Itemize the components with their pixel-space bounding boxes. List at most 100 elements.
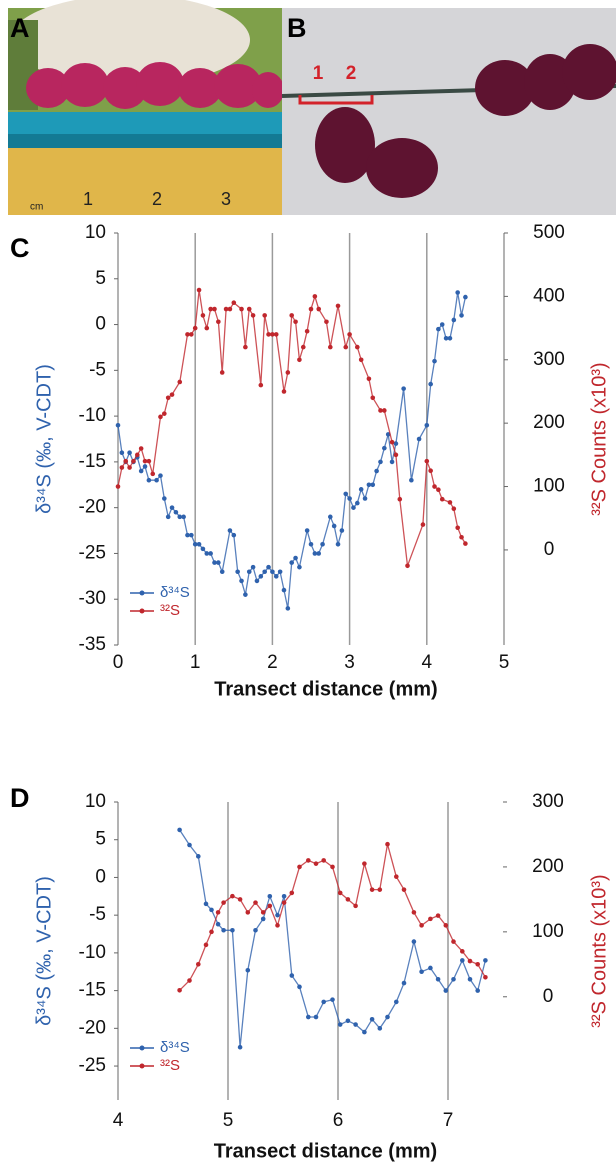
y-tick-label: -5 xyxy=(89,904,106,925)
data-point xyxy=(208,306,213,312)
y-tick-label: -10 xyxy=(79,942,106,963)
data-point xyxy=(459,313,464,318)
data-point xyxy=(289,973,295,978)
x-tick-label: 4 xyxy=(422,652,433,673)
data-point xyxy=(192,541,198,547)
data-point xyxy=(177,514,183,520)
data-point xyxy=(451,939,456,944)
data-point xyxy=(165,514,171,520)
data-point xyxy=(297,357,302,363)
y-tick-label: 10 xyxy=(85,791,106,812)
data-point xyxy=(250,313,256,318)
data-point xyxy=(285,606,291,611)
data-point xyxy=(289,313,295,318)
data-point xyxy=(246,569,252,575)
panel-label: B xyxy=(287,13,307,43)
data-point xyxy=(223,306,229,312)
marker-label: 1 xyxy=(313,63,324,84)
data-point xyxy=(401,386,406,391)
data-point xyxy=(239,306,244,312)
data-point xyxy=(455,290,460,295)
data-point xyxy=(231,300,237,306)
data-point xyxy=(177,827,182,833)
data-point xyxy=(138,446,144,451)
data-point xyxy=(227,306,233,312)
data-point xyxy=(173,509,179,515)
y2-tick-label: 200 xyxy=(532,856,564,877)
data-point xyxy=(258,382,264,388)
data-point xyxy=(316,551,322,556)
data-point xyxy=(331,523,337,529)
y-tick-label: -15 xyxy=(79,980,106,1001)
data-point xyxy=(187,842,192,848)
data-point xyxy=(377,887,383,892)
y-tick-label: -25 xyxy=(79,1055,106,1076)
data-point xyxy=(281,389,287,394)
data-point xyxy=(304,328,310,334)
y-axis-label: δ³⁴S (‰, V-CDT) xyxy=(33,364,55,514)
data-point xyxy=(393,441,399,446)
y-tick-label: 10 xyxy=(85,222,106,243)
data-point xyxy=(289,890,295,896)
data-point xyxy=(281,894,287,899)
data-point xyxy=(235,569,240,575)
y-tick-label: -20 xyxy=(79,497,106,518)
data-point xyxy=(304,528,310,533)
data-point xyxy=(370,395,376,401)
data-point xyxy=(192,325,198,331)
data-point xyxy=(451,976,456,982)
data-point xyxy=(127,450,132,456)
y2-tick-label: 0 xyxy=(543,986,554,1007)
data-point xyxy=(347,332,352,337)
data-point xyxy=(266,564,271,570)
data-point xyxy=(370,482,376,488)
data-point xyxy=(185,332,190,337)
data-point xyxy=(165,395,171,401)
data-point xyxy=(154,477,159,483)
data-point xyxy=(131,458,136,464)
data-point xyxy=(181,514,186,520)
bracket xyxy=(298,95,374,105)
y-tick-label: -20 xyxy=(79,1017,106,1038)
data-point xyxy=(347,496,352,501)
data-point xyxy=(216,560,221,565)
ruler-holder xyxy=(8,112,282,134)
ruler-unit: cm xyxy=(30,202,43,213)
chart: C0 1 2 3 4 5-35-30-25-20-15-10-50510010020030… xyxy=(10,222,610,700)
data-point xyxy=(436,487,441,493)
data-point xyxy=(345,1018,351,1024)
data-point xyxy=(254,578,260,584)
data-point xyxy=(162,496,167,501)
data-point xyxy=(146,458,152,464)
series-line xyxy=(179,844,486,991)
data-point xyxy=(162,411,167,416)
data-point xyxy=(416,436,422,442)
y-tick-label: -15 xyxy=(79,451,106,472)
data-point xyxy=(221,900,226,905)
data-point xyxy=(260,916,266,922)
data-point xyxy=(369,887,375,892)
data-point xyxy=(281,900,287,905)
data-point xyxy=(394,999,399,1005)
data-point xyxy=(243,592,248,597)
chart: D4 5 6 7-25-20-15-10-505100100200300Transec… xyxy=(10,783,610,1162)
data-point xyxy=(230,927,235,933)
data-point xyxy=(204,551,210,556)
x-tick-label: 6 xyxy=(333,1110,344,1131)
ruler xyxy=(8,148,282,215)
data-point xyxy=(245,967,251,973)
data-point xyxy=(409,477,414,483)
data-point xyxy=(362,861,367,866)
data-point xyxy=(285,370,291,375)
data-point xyxy=(385,1014,390,1020)
data-point xyxy=(460,949,465,954)
data-point xyxy=(237,1044,243,1050)
legend-label: δ³⁴S xyxy=(160,584,190,601)
y-tick-label: -35 xyxy=(79,634,106,655)
data-point xyxy=(115,484,121,489)
data-point xyxy=(119,465,125,470)
x-tick-label: 0 xyxy=(113,652,124,673)
data-point xyxy=(216,319,221,325)
data-point xyxy=(273,332,279,337)
data-point xyxy=(306,1014,311,1020)
